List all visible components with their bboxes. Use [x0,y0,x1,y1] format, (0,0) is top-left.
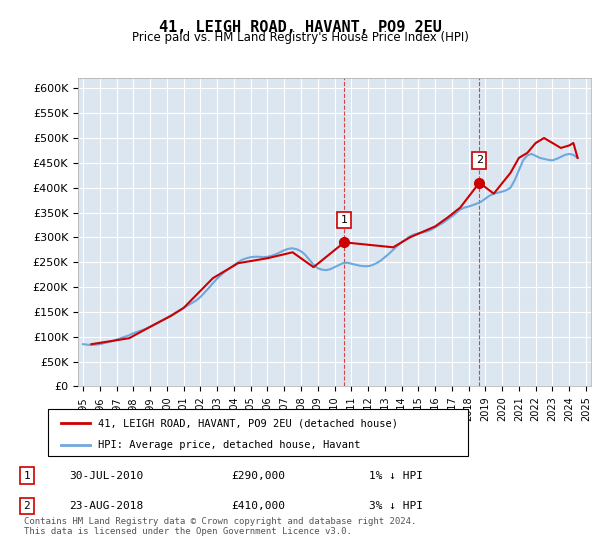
Text: 1% ↓ HPI: 1% ↓ HPI [369,470,423,480]
Text: 30-JUL-2010: 30-JUL-2010 [70,470,144,480]
Text: Contains HM Land Registry data © Crown copyright and database right 2024.
This d: Contains HM Land Registry data © Crown c… [23,517,416,536]
Text: 2: 2 [23,501,30,511]
Text: 23-AUG-2018: 23-AUG-2018 [70,501,144,511]
Text: £290,000: £290,000 [231,470,285,480]
Text: 1: 1 [23,470,30,480]
Text: £410,000: £410,000 [231,501,285,511]
Text: 3% ↓ HPI: 3% ↓ HPI [369,501,423,511]
Text: 41, LEIGH ROAD, HAVANT, PO9 2EU (detached house): 41, LEIGH ROAD, HAVANT, PO9 2EU (detache… [98,418,398,428]
Text: 2: 2 [476,155,483,165]
Text: 1: 1 [341,215,348,225]
Text: 41, LEIGH ROAD, HAVANT, PO9 2EU: 41, LEIGH ROAD, HAVANT, PO9 2EU [158,20,442,35]
Text: HPI: Average price, detached house, Havant: HPI: Average price, detached house, Hava… [98,440,361,450]
Text: Price paid vs. HM Land Registry's House Price Index (HPI): Price paid vs. HM Land Registry's House … [131,31,469,44]
FancyBboxPatch shape [48,409,468,456]
